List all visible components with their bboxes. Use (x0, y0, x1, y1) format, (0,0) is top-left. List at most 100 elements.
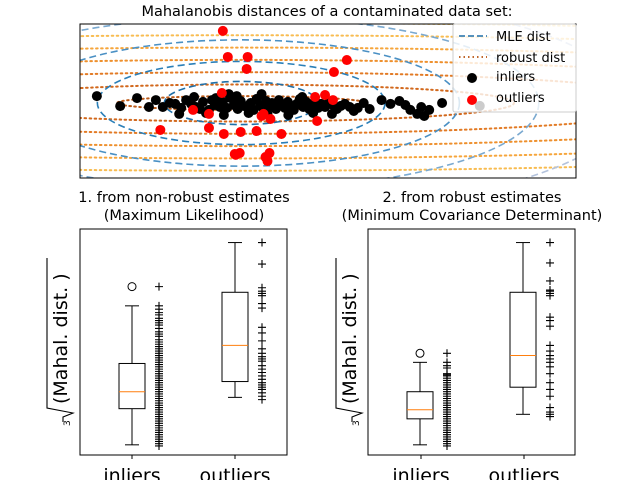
inlier-point (385, 98, 396, 109)
inlier-point (150, 95, 161, 106)
legend-inliers-label: inliers (496, 70, 535, 85)
outlier-point (218, 128, 229, 139)
outlier-point (188, 104, 199, 115)
raw-point-marker (155, 441, 163, 450)
y-axis-label-text-mle: (Mahal. dist. ) (50, 273, 72, 404)
inlier-point (308, 108, 319, 119)
legend: MLE dist robust dist inliers outliers (452, 23, 577, 113)
outlier-point (235, 126, 246, 137)
outlier-point (230, 149, 241, 160)
raw-point-marker (258, 260, 266, 269)
legend-inliers-marker (467, 73, 477, 83)
y-axis-label-mcd: 3 (Mahal. dist. ) (335, 258, 364, 426)
inlier-point (218, 110, 229, 121)
x-tick-label-outliers-mcd: outliers (488, 465, 559, 480)
boxplot-mcd-axes-frame (367, 228, 576, 456)
raw-point-marker (258, 328, 266, 337)
outlier-point (328, 67, 339, 78)
raw-point-marker (258, 336, 266, 345)
boxplot-mle-marks (118, 238, 266, 450)
inlier-point (437, 98, 448, 109)
outlier-point (216, 87, 227, 98)
raw-point-marker (546, 258, 554, 267)
outlier-point (242, 51, 253, 62)
x-tick-label-inliers-mcd: inliers (392, 465, 449, 480)
flier-marker (415, 348, 425, 358)
legend-entry-outliers: outliers (467, 91, 545, 106)
raw-point-marker (443, 349, 451, 358)
cube-root-index-mcd: 3 (352, 420, 362, 426)
raw-point-marker (258, 395, 266, 404)
flier-marker (127, 282, 137, 292)
box-outliers (509, 291, 537, 388)
inlier-point (91, 91, 102, 102)
outlier-point (251, 126, 262, 137)
inlier-point (256, 89, 267, 100)
outlier-point (264, 148, 275, 159)
radical-sign-mcd (335, 258, 364, 422)
box-inliers (118, 362, 146, 410)
inlier-point (231, 91, 242, 102)
boxplot-mle-title-line1: 1. from non-robust estimates (78, 190, 289, 206)
box-outliers (221, 291, 249, 383)
legend-box (452, 23, 577, 113)
raw-point-marker (258, 238, 266, 247)
outlier-point (203, 122, 214, 133)
raw-point-marker (546, 322, 554, 331)
legend-mle-label: MLE dist (496, 30, 551, 45)
inlier-point (297, 91, 308, 102)
raw-point-marker (155, 282, 163, 291)
inlier-point (243, 108, 254, 119)
cube-root-index-mle: 3 (63, 420, 73, 426)
outlier-point (276, 128, 287, 139)
outlier-point (320, 89, 331, 100)
outlier-point (265, 114, 276, 125)
inlier-point (198, 96, 209, 107)
raw-point-marker (258, 291, 266, 300)
chart-title: Mahalanobis distances of a contaminated … (141, 4, 512, 20)
legend-outliers-marker (467, 95, 477, 105)
raw-point-marker (258, 304, 266, 313)
raw-point-marker (546, 369, 554, 378)
inlier-point (283, 110, 294, 121)
boxplot-mle-panel: 1. from non-robust estimates (Maximum Li… (46, 190, 290, 480)
boxplot-mcd-title-line1: 2. from robust estimates (383, 190, 562, 206)
legend-entry-mle: MLE dist (459, 30, 551, 45)
inlier-point (132, 93, 143, 104)
scatter-layer (91, 25, 485, 167)
boxplot-mcd-marks (406, 238, 554, 450)
outlier-point (241, 63, 252, 74)
radical-sign-mle (46, 258, 75, 422)
outlier-point (222, 51, 233, 62)
outlier-point (312, 116, 323, 127)
raw-point-marker (546, 378, 554, 387)
inlier-point (174, 108, 185, 119)
box-inliers (406, 391, 434, 420)
raw-point-marker (546, 238, 554, 247)
boxplot-mle-axes-frame (79, 228, 288, 456)
legend-entry-inliers: inliers (467, 70, 535, 85)
raw-point-marker (443, 441, 451, 450)
legend-robust-label: robust dist (496, 51, 565, 66)
x-tick-label-outliers-mle: outliers (199, 465, 270, 480)
inlier-point (424, 104, 435, 115)
raw-point-marker (546, 276, 554, 285)
inlier-point (364, 104, 375, 115)
outlier-point (155, 124, 166, 135)
outlier-point (310, 91, 321, 102)
x-tick-label-inliers-mle: inliers (103, 465, 160, 480)
outlier-point (341, 55, 352, 66)
outlier-point (256, 110, 267, 121)
raw-point-marker (546, 385, 554, 394)
outlier-point (217, 25, 228, 36)
y-axis-label-text-mcd: (Mahal. dist. ) (339, 273, 361, 404)
boxplot-mcd-title-line2: (Minimum Covariance Determinant) (342, 208, 603, 224)
robust-contour (80, 46, 576, 160)
outlier-point (262, 156, 273, 167)
inlier-point (416, 102, 427, 113)
raw-point-marker (546, 362, 554, 371)
raw-point-marker (546, 412, 554, 421)
robust-contour (80, 34, 576, 172)
inlier-point (115, 101, 126, 112)
